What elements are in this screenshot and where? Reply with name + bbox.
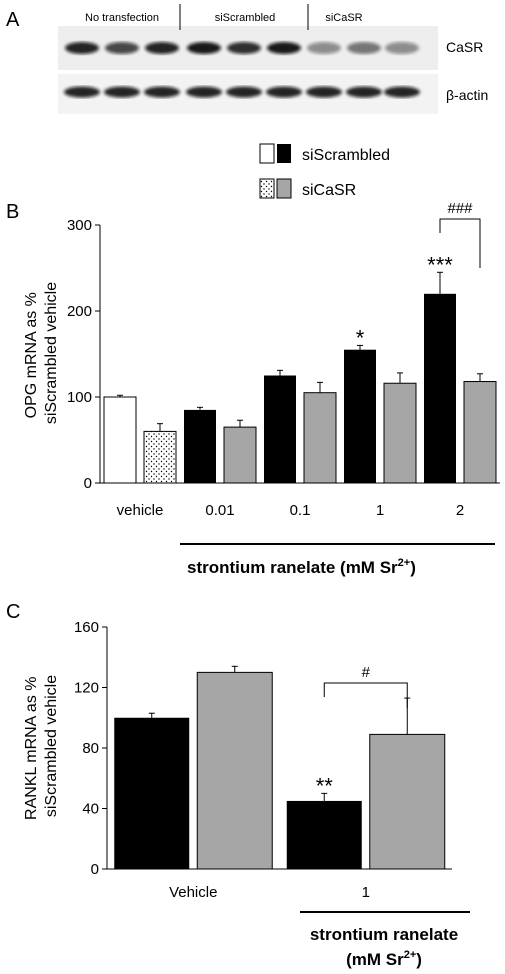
- panel-b-letter: B: [6, 201, 19, 223]
- legend-swatch-sicasr: [276, 178, 292, 199]
- chart-b-bracket-label: ###: [447, 200, 473, 217]
- actin-band: [64, 86, 100, 98]
- chart-c-y-tick-label: 0: [91, 861, 99, 878]
- chart-b-x-tick-label: 0.01: [205, 502, 234, 519]
- chart-c-treatment-sup: 2+: [404, 949, 417, 961]
- chart-b-bar-sicasr: [143, 430, 177, 484]
- panel-c-letter: C: [6, 601, 20, 623]
- chart-b-y-tick-label: 0: [84, 475, 92, 492]
- chart-b-bar-siscrambled: [103, 396, 137, 484]
- chart-c-x-tick-label: 1: [362, 884, 370, 901]
- blot-panel: No transfection siScrambled siCaSR CaSR …: [58, 4, 488, 114]
- chart-c-ylabel-line2: siScrambled vehicle: [43, 675, 60, 817]
- band-label-casr: CaSR: [446, 39, 483, 55]
- chart-b-treatment-text: strontium ranelate (mM Sr: [187, 558, 398, 577]
- actin-band: [104, 86, 140, 98]
- chart-c-bracket-label: #: [362, 664, 371, 681]
- legend-label-sicasr: siCaSR: [302, 182, 356, 199]
- actin-band: [266, 86, 302, 98]
- chart-c-treatment-text: (mM Sr: [346, 950, 404, 969]
- legend: siScrambled siCaSR: [259, 143, 390, 199]
- casr-band: [105, 42, 139, 54]
- actin-band: [186, 86, 222, 98]
- chart-b-treatment-label: strontium ranelate (mM Sr2+): [187, 557, 416, 577]
- band-label-beta-actin: β-actin: [446, 87, 488, 103]
- legend-label-siscrambled: siScrambled: [302, 147, 390, 164]
- chart-c-y-tick-label: 80: [82, 740, 99, 757]
- chart-b-significance-stars: ***: [427, 252, 453, 277]
- chart-b-y-tick-label: 300: [67, 217, 92, 234]
- chart-b-significance-bracket: [439, 218, 481, 268]
- chart-b-bar-siscrambled: [344, 349, 376, 483]
- chart-c-bar-sicasr: [369, 733, 446, 870]
- chart-b-x-tick-label: 1: [376, 502, 384, 519]
- chart-b: OPG mRNA as % siScrambled vehicle stront…: [23, 200, 500, 577]
- panel-a-letter: A: [6, 9, 20, 31]
- casr-band: [347, 42, 381, 54]
- chart-b-ylabel-line2: siScrambled vehicle: [43, 282, 60, 424]
- chart-b-y-tick-label: 200: [67, 303, 92, 320]
- lane-label-no-transfection: No transfection: [85, 12, 159, 24]
- chart-b-ylabel: OPG mRNA as % siScrambled vehicle: [23, 282, 60, 424]
- actin-band: [306, 86, 342, 98]
- chart-c-significance-stars: **: [316, 773, 334, 798]
- chart-b-bar-sicasr: [383, 382, 417, 484]
- chart-b-bar-siscrambled: [184, 409, 216, 483]
- chart-c-ylabel-line1: RANKL mRNA as %: [23, 677, 40, 820]
- casr-band: [145, 42, 179, 54]
- legend-swatch-siscrambled: [277, 144, 291, 163]
- actin-band: [346, 86, 382, 98]
- casr-bands: [65, 42, 419, 54]
- chart-c-y-tick-label: 40: [82, 801, 99, 818]
- chart-b-y-tick-label: 100: [67, 389, 92, 406]
- chart-b-x-tick-label: 0.1: [290, 502, 311, 519]
- chart-c-bar-siscrambled: [114, 717, 190, 869]
- actin-band: [226, 86, 262, 98]
- actin-bands: [64, 86, 420, 98]
- chart-c-treatment-label-line1: strontium ranelate: [310, 925, 458, 944]
- chart-b-x-tick-label: 2: [456, 502, 464, 519]
- lane-label-sicasr: siCaSR: [325, 12, 362, 24]
- chart-b-bar-sicasr: [463, 381, 497, 484]
- lane-label-siscrambled: siScrambled: [215, 12, 276, 24]
- chart-b-x-tick-label: vehicle: [117, 502, 164, 519]
- chart-c-treatment-close: ): [416, 950, 422, 969]
- legend-swatch-sicasr-vehicle: [259, 178, 275, 199]
- chart-b-bar-sicasr: [223, 426, 257, 484]
- chart-b-treatment-sup: 2+: [398, 557, 411, 569]
- chart-c-ylabel: RANKL mRNA as % siScrambled vehicle: [23, 672, 60, 820]
- chart-b-treatment-close: ): [410, 558, 416, 577]
- chart-b-bar-sicasr: [303, 392, 337, 484]
- casr-band: [187, 42, 221, 54]
- casr-band: [267, 42, 301, 54]
- chart-c: RANKL mRNA as % siScrambled vehicle stro…: [23, 619, 470, 969]
- chart-b-ylabel-line1: OPG mRNA as %: [23, 292, 40, 418]
- casr-band: [227, 42, 261, 54]
- actin-band: [144, 86, 180, 98]
- chart-c-bar-siscrambled: [286, 800, 362, 869]
- casr-band: [385, 42, 419, 54]
- casr-band: [307, 42, 341, 54]
- chart-c-treatment-label-line2: (mM Sr2+): [346, 949, 422, 969]
- chart-b-bar-siscrambled: [264, 375, 296, 483]
- chart-b-significance-stars: *: [356, 325, 365, 350]
- chart-c-x-tick-label: Vehicle: [169, 884, 217, 901]
- chart-c-bar-sicasr: [196, 671, 273, 870]
- chart-b-bar-siscrambled: [424, 293, 456, 483]
- actin-band: [384, 86, 420, 98]
- chart-c-y-tick-label: 120: [74, 680, 99, 697]
- casr-band: [65, 42, 99, 54]
- chart-c-y-tick-label: 160: [74, 619, 99, 636]
- chart-c-significance-bracket: [323, 682, 408, 708]
- legend-swatch-siscrambled-vehicle: [259, 143, 275, 164]
